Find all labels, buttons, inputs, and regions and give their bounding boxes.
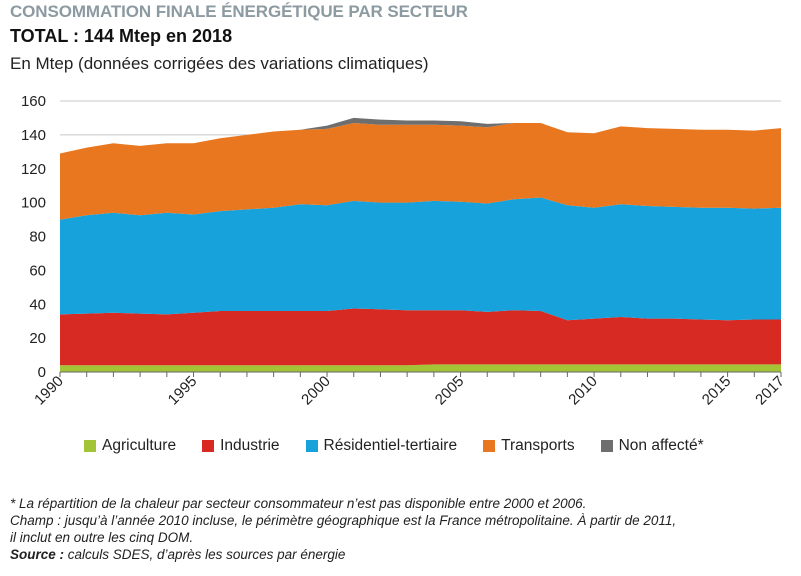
y-tick-label: 100 [21, 195, 46, 212]
area-series-0 [60, 364, 781, 372]
source-label: Source : [10, 547, 65, 562]
x-tick-label: 2015 [699, 373, 735, 409]
footnote-heat: * La répartition de la chaleur par secte… [10, 496, 587, 511]
legend-item-industrie: Industrie [202, 437, 280, 455]
chart-kicker: CONSOMMATION FINALE ÉNERGÉTIQUE PAR SECT… [10, 2, 468, 21]
y-tick-label: 80 [29, 229, 46, 246]
area-series-3 [60, 123, 781, 220]
area-series-1 [60, 308, 781, 366]
legend-item-transports: Transports [483, 437, 575, 455]
x-tick-label: 2017 [752, 373, 788, 409]
stacked-area-chart: 0 20 40 60 80 100 120 140 160 1990 1995 2000 2005 201… [21, 93, 788, 409]
x-tick-label: 1990 [31, 373, 67, 409]
source-text: calculs SDES, d’après les sources par én… [64, 547, 346, 562]
chart-unit: En Mtep (données corrigées des variation… [10, 54, 429, 73]
area-series-2 [60, 197, 781, 321]
x-tick-label: 2005 [432, 373, 468, 409]
y-tick-label: 40 [29, 296, 46, 313]
y-tick-label: 140 [21, 127, 46, 144]
legend-item-residentiel: Résidentiel-tertiaire [305, 437, 458, 455]
legend-swatch-residentiel [305, 440, 318, 452]
legend-label-transports: Transports [501, 437, 575, 454]
legend-swatch-agriculture [84, 440, 96, 452]
footnotes: * La répartition de la chaleur par secte… [10, 495, 676, 563]
legend-swatch-industrie [202, 440, 215, 452]
legend-label-residentiel: Résidentiel-tertiaire [323, 437, 458, 454]
x-tick-label: 1995 [165, 373, 201, 409]
y-tick-label: 120 [21, 161, 46, 178]
source-line: Source : calculs SDES, d’après les sourc… [10, 546, 676, 563]
x-tick-label: 2000 [298, 373, 334, 409]
legend-label-non-affecte: Non affecté* [618, 437, 704, 454]
x-tick-label: 2010 [565, 373, 601, 409]
legend-item-non-affecte: Non affecté* [600, 437, 704, 455]
y-tick-label: 60 [29, 262, 46, 279]
y-tick-label: 0 [38, 364, 46, 381]
footnote-scope: Champ : jusqu’à l’année 2010 incluse, le… [10, 513, 677, 528]
legend-swatch-non-affecte [600, 440, 613, 452]
chart-total: TOTAL : 144 Mtep en 2018 [10, 26, 233, 46]
y-tick-label: 20 [29, 330, 46, 347]
legend-swatch-transports [483, 440, 496, 452]
y-tick-label: 160 [21, 93, 46, 110]
legend-item-agriculture: Agriculture [84, 437, 176, 455]
legend-label-agriculture: Agriculture [102, 437, 177, 454]
chart-legend: Agriculture Industrie Résidentiel-tertia… [84, 437, 730, 455]
legend-label-industrie: Industrie [220, 437, 280, 454]
footnote-scope-cont: il inclut en outre les cinq DOM. [10, 530, 194, 545]
